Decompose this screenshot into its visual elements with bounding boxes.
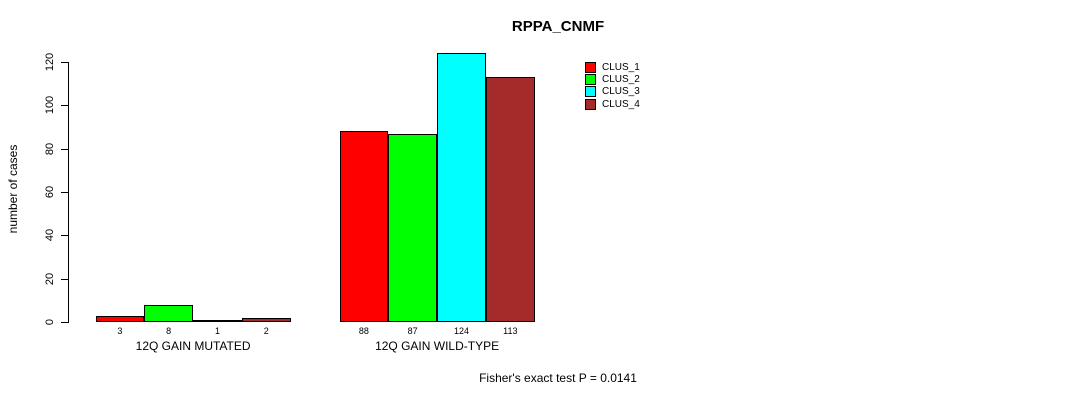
annotation-text: Fisher's exact test P = 0.0141	[479, 371, 637, 385]
bar-value-label: 8	[166, 326, 172, 336]
y-axis-tick	[61, 148, 68, 150]
y-axis-tick	[61, 235, 68, 237]
bar-value-label: 87	[407, 326, 418, 336]
bar-value-label: 1	[214, 326, 221, 336]
bar-clus-4-group-1	[241, 317, 291, 322]
legend-label: CLUS_4	[602, 98, 640, 110]
legend-swatch-clus-2	[585, 73, 596, 85]
chart-title: RPPA_CNMF	[511, 18, 605, 35]
bar-value-label: 113	[503, 326, 518, 336]
y-axis-line	[68, 62, 69, 323]
legend: CLUS_1 CLUS_2 CLUS_3 CLUS_4	[585, 61, 640, 110]
bar-clus-4-group-2	[485, 77, 535, 322]
legend-swatch-clus-1	[585, 61, 596, 73]
y-axis-tick	[61, 278, 68, 280]
legend-swatch-clus-4	[585, 98, 596, 110]
bar-clus-2-group-1	[144, 304, 194, 322]
bar-value-label: 124	[453, 326, 470, 336]
bar-clus-2-group-2	[388, 133, 438, 322]
bar-clus-1-group-1	[95, 315, 145, 322]
y-axis-tick	[61, 192, 68, 193]
y-axis-tick-label: 120	[44, 52, 56, 72]
y-axis-tick-label: 60	[44, 185, 56, 199]
bar-value-label: 88	[358, 326, 369, 336]
bar-clus-3-group-1	[193, 319, 242, 322]
legend-item: CLUS_3	[585, 86, 640, 98]
y-axis-tick	[61, 62, 68, 63]
legend-label: CLUS_3	[602, 86, 640, 98]
y-axis-tick-label: 80	[44, 142, 56, 155]
bar-clus-3-group-2	[437, 53, 486, 322]
legend-label: CLUS_1	[602, 61, 640, 73]
legend-swatch-clus-3	[585, 86, 596, 98]
y-axis-tick	[61, 322, 68, 323]
legend-item: CLUS_2	[585, 73, 640, 85]
x-axis-group-label: 12Q GAIN WILD-TYPE	[375, 339, 500, 353]
bar-value-label: 2	[263, 326, 269, 336]
legend-label: CLUS_2	[602, 73, 640, 85]
y-axis-tick-label: 40	[44, 229, 56, 242]
x-axis-group-label: 12Q GAIN MUTATED	[135, 339, 251, 353]
y-axis-tick	[61, 105, 68, 107]
bar-value-label: 3	[117, 326, 123, 336]
y-axis-tick-label: 20	[44, 272, 56, 285]
y-axis-tick-label: 100	[44, 96, 56, 115]
legend-item: CLUS_4	[585, 98, 640, 110]
bar-clus-1-group-2	[339, 131, 389, 322]
y-axis-label: number of cases	[6, 144, 20, 234]
legend-item: CLUS_1	[585, 61, 640, 73]
y-axis-tick-label: 0	[44, 318, 56, 326]
